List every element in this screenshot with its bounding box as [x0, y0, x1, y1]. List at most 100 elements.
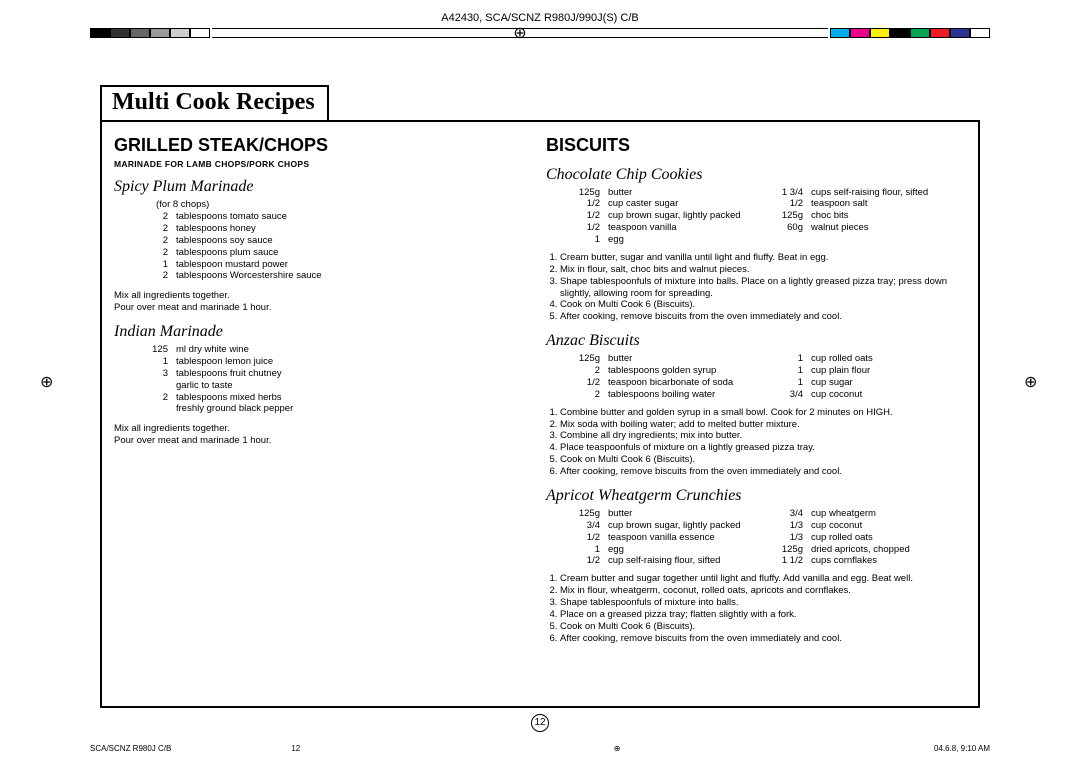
ingredient-qty: 3/4	[769, 508, 805, 520]
method-step: Shape tablespoonfuls of mixture into bal…	[560, 276, 966, 300]
method-step: Cream butter, sugar and vanilla until li…	[560, 252, 966, 264]
ingredient-qty: 1	[566, 544, 602, 556]
ingredient-name: butter	[608, 187, 763, 199]
swatch	[830, 28, 850, 38]
color-swatches	[830, 28, 990, 38]
section-title: GRILLED STEAK/CHOPS	[114, 134, 534, 157]
ingredient-qty: 1/2	[566, 222, 602, 234]
ingredient-qty: 125g	[566, 187, 602, 199]
ingredient-qty: 1	[769, 353, 805, 365]
registration-bar: ⊕	[90, 28, 990, 38]
registration-mid: ⊕	[212, 28, 828, 38]
ingredient-name: choc bits	[811, 210, 966, 222]
ingredient-qty	[134, 403, 170, 415]
method-step: Mix soda with boiling water; add to melt…	[560, 419, 966, 431]
swatch	[890, 28, 910, 38]
ingredient-qty: 125g	[769, 210, 805, 222]
ingredients: 125gbutter3/4cup wheatgerm3/4cup brown s…	[566, 508, 966, 567]
ingredient-name: cup rolled oats	[811, 532, 966, 544]
ingredient-name: dried apricots, chopped	[811, 544, 966, 556]
method-steps: Combine butter and golden syrup in a sma…	[546, 407, 966, 478]
ingredient-qty: 1/2	[566, 532, 602, 544]
ingredient-name: cup coconut	[811, 389, 966, 401]
ingredient-name: garlic to taste	[176, 380, 534, 392]
method-step: After cooking, remove biscuits from the …	[560, 311, 966, 323]
ingredient-name: cup brown sugar, lightly packed	[608, 210, 763, 222]
document-id: A42430, SCA/SCNZ R980J/990J(S) C/B	[90, 12, 990, 24]
ingredient-name: cup plain flour	[811, 365, 966, 377]
ingredient-name: egg	[608, 544, 763, 556]
swatch	[190, 28, 210, 38]
ingredient-name: freshly ground black pepper	[176, 403, 534, 415]
method-line: Pour over meat and marinade 1 hour.	[114, 302, 534, 314]
ingredient-qty: 2	[134, 247, 170, 259]
ingredient-name: butter	[608, 508, 763, 520]
ingredient-qty: 1/3	[769, 520, 805, 532]
ingredient-qty: 1	[134, 356, 170, 368]
ingredient-qty: 1/2	[566, 210, 602, 222]
ingredient-name: tablespoons honey	[176, 223, 534, 235]
ingredient-name: cups self-raising flour, sifted	[811, 187, 966, 199]
ingredient-name: tablespoon mustard power	[176, 259, 534, 271]
ingredient-name: cups cornflakes	[811, 555, 966, 567]
swatch	[850, 28, 870, 38]
ingredient-name: egg	[608, 234, 763, 246]
swatch	[950, 28, 970, 38]
right-column: BISCUITS Chocolate Chip Cookies 125g butter…	[546, 134, 966, 698]
method-steps: Cream butter, sugar and vanilla until li…	[546, 252, 966, 323]
method-step: Combine butter and golden syrup in a sma…	[560, 407, 966, 419]
ingredient-name	[811, 234, 966, 246]
ingredients: 125g butter 1 3/4 cups self-raising flour, …	[566, 187, 966, 246]
ingredient-qty: 2	[134, 211, 170, 223]
ingredient-name: ml dry white wine	[176, 344, 534, 356]
content-frame: GRILLED STEAK/CHOPS MARINADE FOR LAMB CHO…	[100, 120, 980, 708]
ingredient-name: cup coconut	[811, 520, 966, 532]
ingredient-qty: 1/2	[566, 198, 602, 210]
recipe-name: Apricot Wheatgerm Crunchies	[546, 486, 966, 506]
section-title: BISCUITS	[546, 134, 966, 157]
ingredient-qty: 2	[566, 389, 602, 401]
print-footer: SCA/SCNZ R980J C/B 12 ⊕ 04.6.8, 9:10 AM	[90, 744, 990, 753]
ingredient-name: tablespoon lemon juice	[176, 356, 534, 368]
ingredient-qty: 1/2	[566, 377, 602, 389]
swatch	[150, 28, 170, 38]
method-line: Mix all ingredients together.	[114, 423, 534, 435]
print-header: A42430, SCA/SCNZ R980J/990J(S) C/B ⊕	[0, 0, 1080, 38]
ingredient-name: butter	[608, 353, 763, 365]
ingredient-name: teaspoon bicarbonate of soda	[608, 377, 763, 389]
ingredient-qty	[134, 380, 170, 392]
method-step: Mix in flour, wheatgerm, coconut, rolled…	[560, 585, 966, 597]
ingredient-qty: 1	[769, 365, 805, 377]
swatch	[90, 28, 110, 38]
ingredient-name: tablespoons plum sauce	[176, 247, 534, 259]
method-step: After cooking, remove biscuits from the …	[560, 466, 966, 478]
ingredient-qty: 1/2	[769, 198, 805, 210]
section-subtitle: MARINADE FOR LAMB CHOPS/PORK CHOPS	[114, 159, 534, 170]
swatch	[910, 28, 930, 38]
ingredient-name: teaspoon salt	[811, 198, 966, 210]
ingredient-name: teaspoon vanilla essence	[608, 532, 763, 544]
recipe-name: Spicy Plum Marinade	[114, 177, 534, 197]
method-step: Cook on Multi Cook 6 (Biscuits).	[560, 621, 966, 633]
ingredients: 2tablespoons tomato sauce2tablespoons ho…	[134, 211, 534, 282]
recipe-name: Chocolate Chip Cookies	[546, 165, 966, 185]
method-step: After cooking, remove biscuits from the …	[560, 633, 966, 645]
ingredient-qty: 1/2	[566, 555, 602, 567]
ingredient-qty: 1 3/4	[769, 187, 805, 199]
crosshair-icon: ⊕	[513, 23, 526, 43]
ingredient-qty: 2	[134, 223, 170, 235]
ingredient-name: cup brown sugar, lightly packed	[608, 520, 763, 532]
ingredient-name: tablespoons boiling water	[608, 389, 763, 401]
grayscale-swatches	[90, 28, 210, 38]
ingredient-qty: 2	[134, 235, 170, 247]
swatch	[130, 28, 150, 38]
ingredient-qty: 125	[134, 344, 170, 356]
footer-left: SCA/SCNZ R980J C/B	[90, 744, 171, 753]
ingredient-qty	[769, 234, 805, 246]
ingredient-qty: 1/3	[769, 532, 805, 544]
ingredient-qty: 3/4	[769, 389, 805, 401]
method-step: Place on a greased pizza tray; flatten s…	[560, 609, 966, 621]
method-step: Cream butter and sugar together until li…	[560, 573, 966, 585]
page-number: 12	[100, 714, 980, 732]
ingredient-qty: 1	[769, 377, 805, 389]
